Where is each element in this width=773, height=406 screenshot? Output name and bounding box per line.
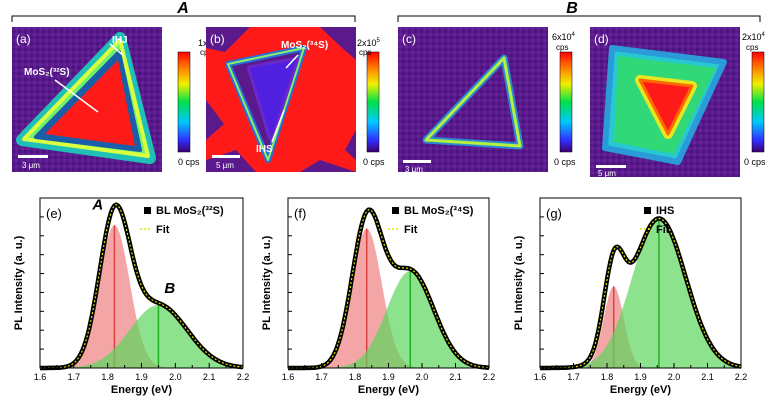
x-tick-label: 2.2 bbox=[483, 372, 496, 382]
scale-label-b: 5 μm bbox=[216, 161, 234, 170]
peak-A-fill bbox=[40, 225, 243, 368]
spectrum-chart-g: 1.6 1.7 1.8 1.9 2.0 2.1 2.2 Energy (eV) PL Inten… bbox=[513, 197, 748, 396]
legend-data-marker bbox=[392, 207, 399, 214]
colorbar-c-max: 6x104 bbox=[552, 32, 576, 42]
x-axis-label: Energy (eV) bbox=[610, 384, 671, 396]
y-axis-label: PL Intensity (a. u.) bbox=[13, 235, 25, 330]
colorbar-b: 2x105 cps 0 cps bbox=[357, 38, 385, 167]
fit-series bbox=[40, 204, 244, 369]
annotation-mos2-34s: MoS₂(³⁴S) bbox=[281, 40, 328, 51]
peak-B-fill bbox=[40, 305, 243, 368]
peak-B-fill bbox=[540, 218, 741, 368]
x-tick-label: 1.9 bbox=[382, 372, 395, 382]
legend-fit-label: Fit bbox=[404, 224, 418, 236]
group-label-B: B bbox=[566, 0, 578, 17]
colorbar-c: 6x104 cps 0 cps bbox=[552, 32, 576, 167]
map-panel-d: (d) 5 μm bbox=[590, 27, 740, 178]
x-tick-label: 2.0 bbox=[416, 372, 429, 382]
legend-fit-label: Fit bbox=[156, 224, 170, 236]
x-tick-label: 1.8 bbox=[101, 372, 114, 382]
colorbar-a-min: 0 cps bbox=[178, 157, 200, 167]
legend-data-label: BL MoS₂(³⁴S) bbox=[404, 205, 474, 217]
scale-bar-a bbox=[18, 155, 48, 158]
group-bracket-B: B bbox=[397, 0, 761, 22]
y-axis-label: PL Intensity (a. u.) bbox=[513, 235, 525, 330]
panel-label: (f) bbox=[294, 206, 306, 221]
annotation-ihs: IHS bbox=[256, 144, 273, 155]
legend-fit-label: Fit bbox=[656, 224, 670, 236]
x-tick-label: 2.2 bbox=[735, 372, 748, 382]
x-tick-label: 2.1 bbox=[701, 372, 714, 382]
legend-data-marker bbox=[144, 207, 151, 214]
panel-label: (g) bbox=[546, 206, 562, 221]
x-axis-label: Energy (eV) bbox=[358, 384, 419, 396]
x-tick-label: 1.6 bbox=[534, 372, 547, 382]
map-panel-a: (a) IHJ MoS₂(³²S) 3 μm bbox=[12, 27, 162, 172]
legend-data-label: BL MoS₂(³²S) bbox=[156, 205, 224, 217]
annotation-mos2-32s: MoS₂(³²S) bbox=[24, 67, 70, 78]
colorbar-d-min: 0 cps bbox=[744, 157, 766, 167]
peak-label-A: A bbox=[91, 197, 103, 214]
x-tick-label: 2.1 bbox=[203, 372, 216, 382]
scale-bar-b bbox=[212, 155, 240, 158]
legend-data-label: IHS bbox=[656, 205, 674, 217]
x-tick-label: 1.9 bbox=[634, 372, 647, 382]
colorbar-d-max: 2x104 bbox=[742, 32, 766, 42]
group-label-A: A bbox=[176, 0, 189, 17]
x-tick-label: 1.7 bbox=[68, 372, 81, 382]
x-tick-label: 1.7 bbox=[567, 372, 580, 382]
x-axis-label: Energy (eV) bbox=[111, 384, 172, 396]
scale-label-d: 5 μm bbox=[598, 169, 616, 178]
peak-label-B: B bbox=[164, 280, 175, 297]
colorbar-c-min: 0 cps bbox=[554, 157, 576, 167]
x-tick-label: 2.2 bbox=[237, 372, 250, 382]
map-panel-b: (b) MoS₂(³⁴S) IHS 5 μm bbox=[206, 27, 356, 172]
triangle-core bbox=[638, 78, 694, 136]
x-tick-label: 1.9 bbox=[135, 372, 148, 382]
colorbar-b-unit: cps bbox=[359, 48, 371, 57]
panel-label-d: (d) bbox=[594, 32, 609, 46]
map-panel-c: (c) 3 μm bbox=[398, 27, 548, 174]
panel-label: (e) bbox=[46, 206, 62, 221]
x-tick-label: 1.8 bbox=[349, 372, 362, 382]
panel-label-a: (a) bbox=[16, 32, 31, 46]
colorbar-d: 2x104 cps 0 cps bbox=[742, 32, 766, 167]
scale-label-a: 3 μm bbox=[22, 161, 40, 170]
spectrum-chart-f: 1.6 1.7 1.8 1.9 2.0 2.1 2.2 Energy (eV) PL Inten… bbox=[261, 197, 496, 396]
x-tick-label: 1.6 bbox=[34, 372, 47, 382]
annotation-ihj: IHJ bbox=[112, 35, 128, 46]
mos2-32s-region bbox=[45, 60, 135, 146]
legend-data-marker bbox=[644, 207, 651, 214]
colorbar-d-unit: cps bbox=[746, 43, 758, 52]
spectrum-chart-e: 1.6 1.7 1.8 1.9 2.0 2.1 2.2 Energy (eV) PL Inten… bbox=[13, 197, 249, 396]
pl-spectra: 1.6 1.7 1.8 1.9 2.0 2.1 2.2 Energy (eV) PL Inten… bbox=[13, 197, 747, 396]
x-tick-label: 1.8 bbox=[601, 372, 614, 382]
x-tick-label: 2.0 bbox=[169, 372, 182, 382]
peak-B-fill bbox=[288, 271, 489, 368]
scale-bar-d bbox=[596, 165, 626, 168]
panel-label-c: (c) bbox=[402, 32, 416, 46]
scale-bar-c bbox=[403, 160, 431, 163]
colorbar-b-min: 0 cps bbox=[363, 157, 385, 167]
x-tick-label: 1.6 bbox=[282, 372, 295, 382]
x-tick-label: 2.1 bbox=[449, 372, 462, 382]
scale-label-c: 3 μm bbox=[405, 165, 423, 174]
colorbar-c-unit: cps bbox=[556, 43, 568, 52]
y-axis-label: PL Intensity (a. u.) bbox=[261, 235, 273, 330]
group-bracket-A: A bbox=[11, 0, 356, 22]
map-c-background bbox=[398, 27, 548, 172]
colorbar-b-max: 2x105 bbox=[357, 38, 381, 48]
x-tick-label: 1.7 bbox=[315, 372, 328, 382]
x-tick-label: 2.0 bbox=[668, 372, 681, 382]
panel-label-b: (b) bbox=[210, 32, 225, 46]
